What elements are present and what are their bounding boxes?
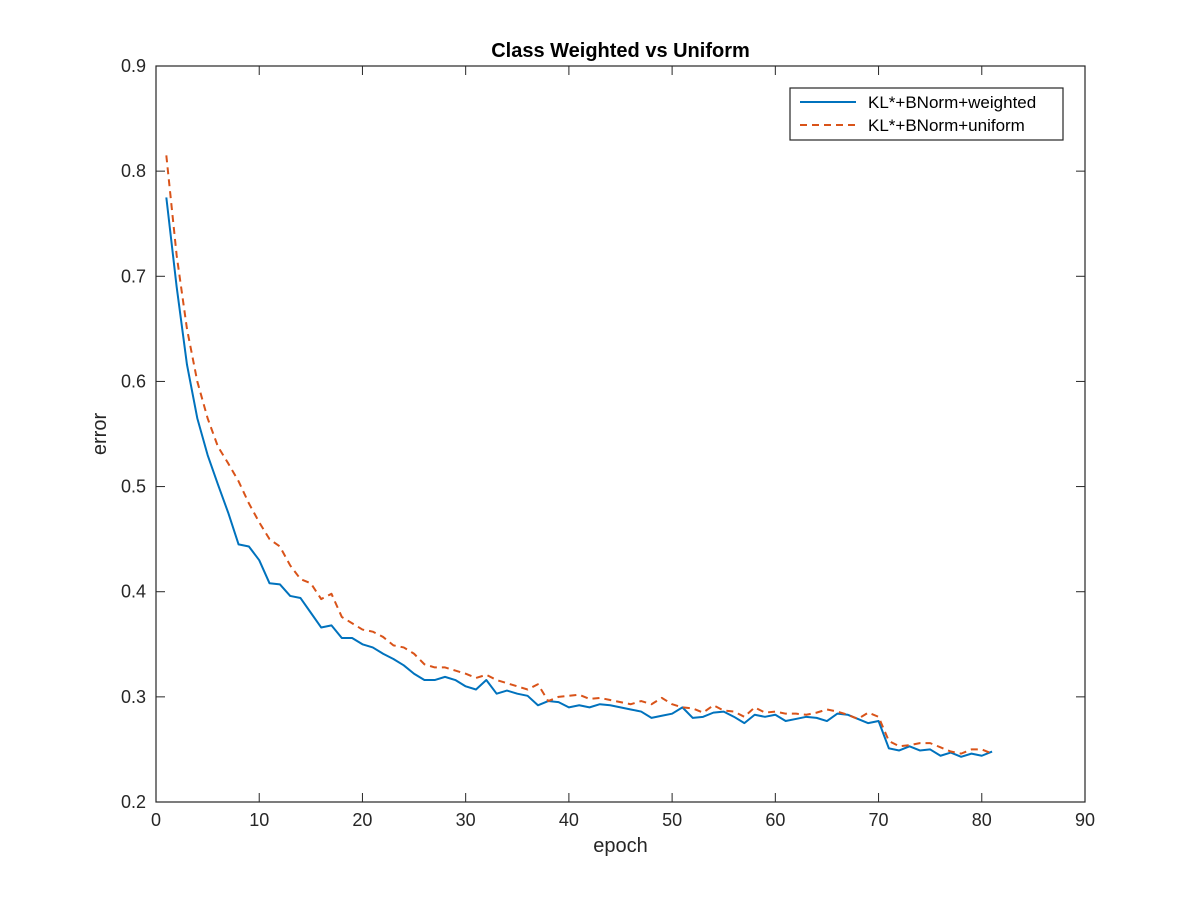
plot-area <box>156 66 1085 802</box>
legend-label-uniform: KL*+BNorm+uniform <box>868 116 1025 135</box>
x-tick-label: 10 <box>249 810 269 830</box>
y-tick-label: 0.9 <box>121 56 146 76</box>
x-tick-label: 40 <box>559 810 579 830</box>
legend-box <box>789 87 1064 141</box>
chart-title: Class Weighted vs Uniform <box>491 40 750 62</box>
x-tick-label: 90 <box>1075 810 1095 830</box>
x-tick-label: 0 <box>151 810 161 830</box>
y-tick-label: 0.3 <box>121 687 146 707</box>
x-tick-label: 60 <box>765 810 785 830</box>
x-tick-label: 80 <box>972 810 992 830</box>
x-tick-label: 70 <box>869 810 889 830</box>
legend-label-weighted: KL*+BNorm+weighted <box>868 93 1036 112</box>
x-axis-title: epoch <box>593 835 648 857</box>
x-tick-label: 20 <box>352 810 372 830</box>
y-tick-label: 0.2 <box>121 792 146 812</box>
y-tick-label: 0.4 <box>121 582 146 602</box>
y-axis-title: error <box>89 413 111 456</box>
series-line-uniform <box>165 155 993 755</box>
y-tick-label: 0.6 <box>121 371 146 391</box>
y-tick-label: 0.7 <box>121 266 146 286</box>
y-tick-label: 0.8 <box>121 161 146 181</box>
x-tick-label: 30 <box>456 810 476 830</box>
x-tick-label: 50 <box>662 810 682 830</box>
legend: KL*+BNorm+weighted KL*+BNorm+uniform <box>789 87 1064 141</box>
y-tick-label: 0.5 <box>121 477 146 497</box>
axes-box <box>155 65 1086 803</box>
